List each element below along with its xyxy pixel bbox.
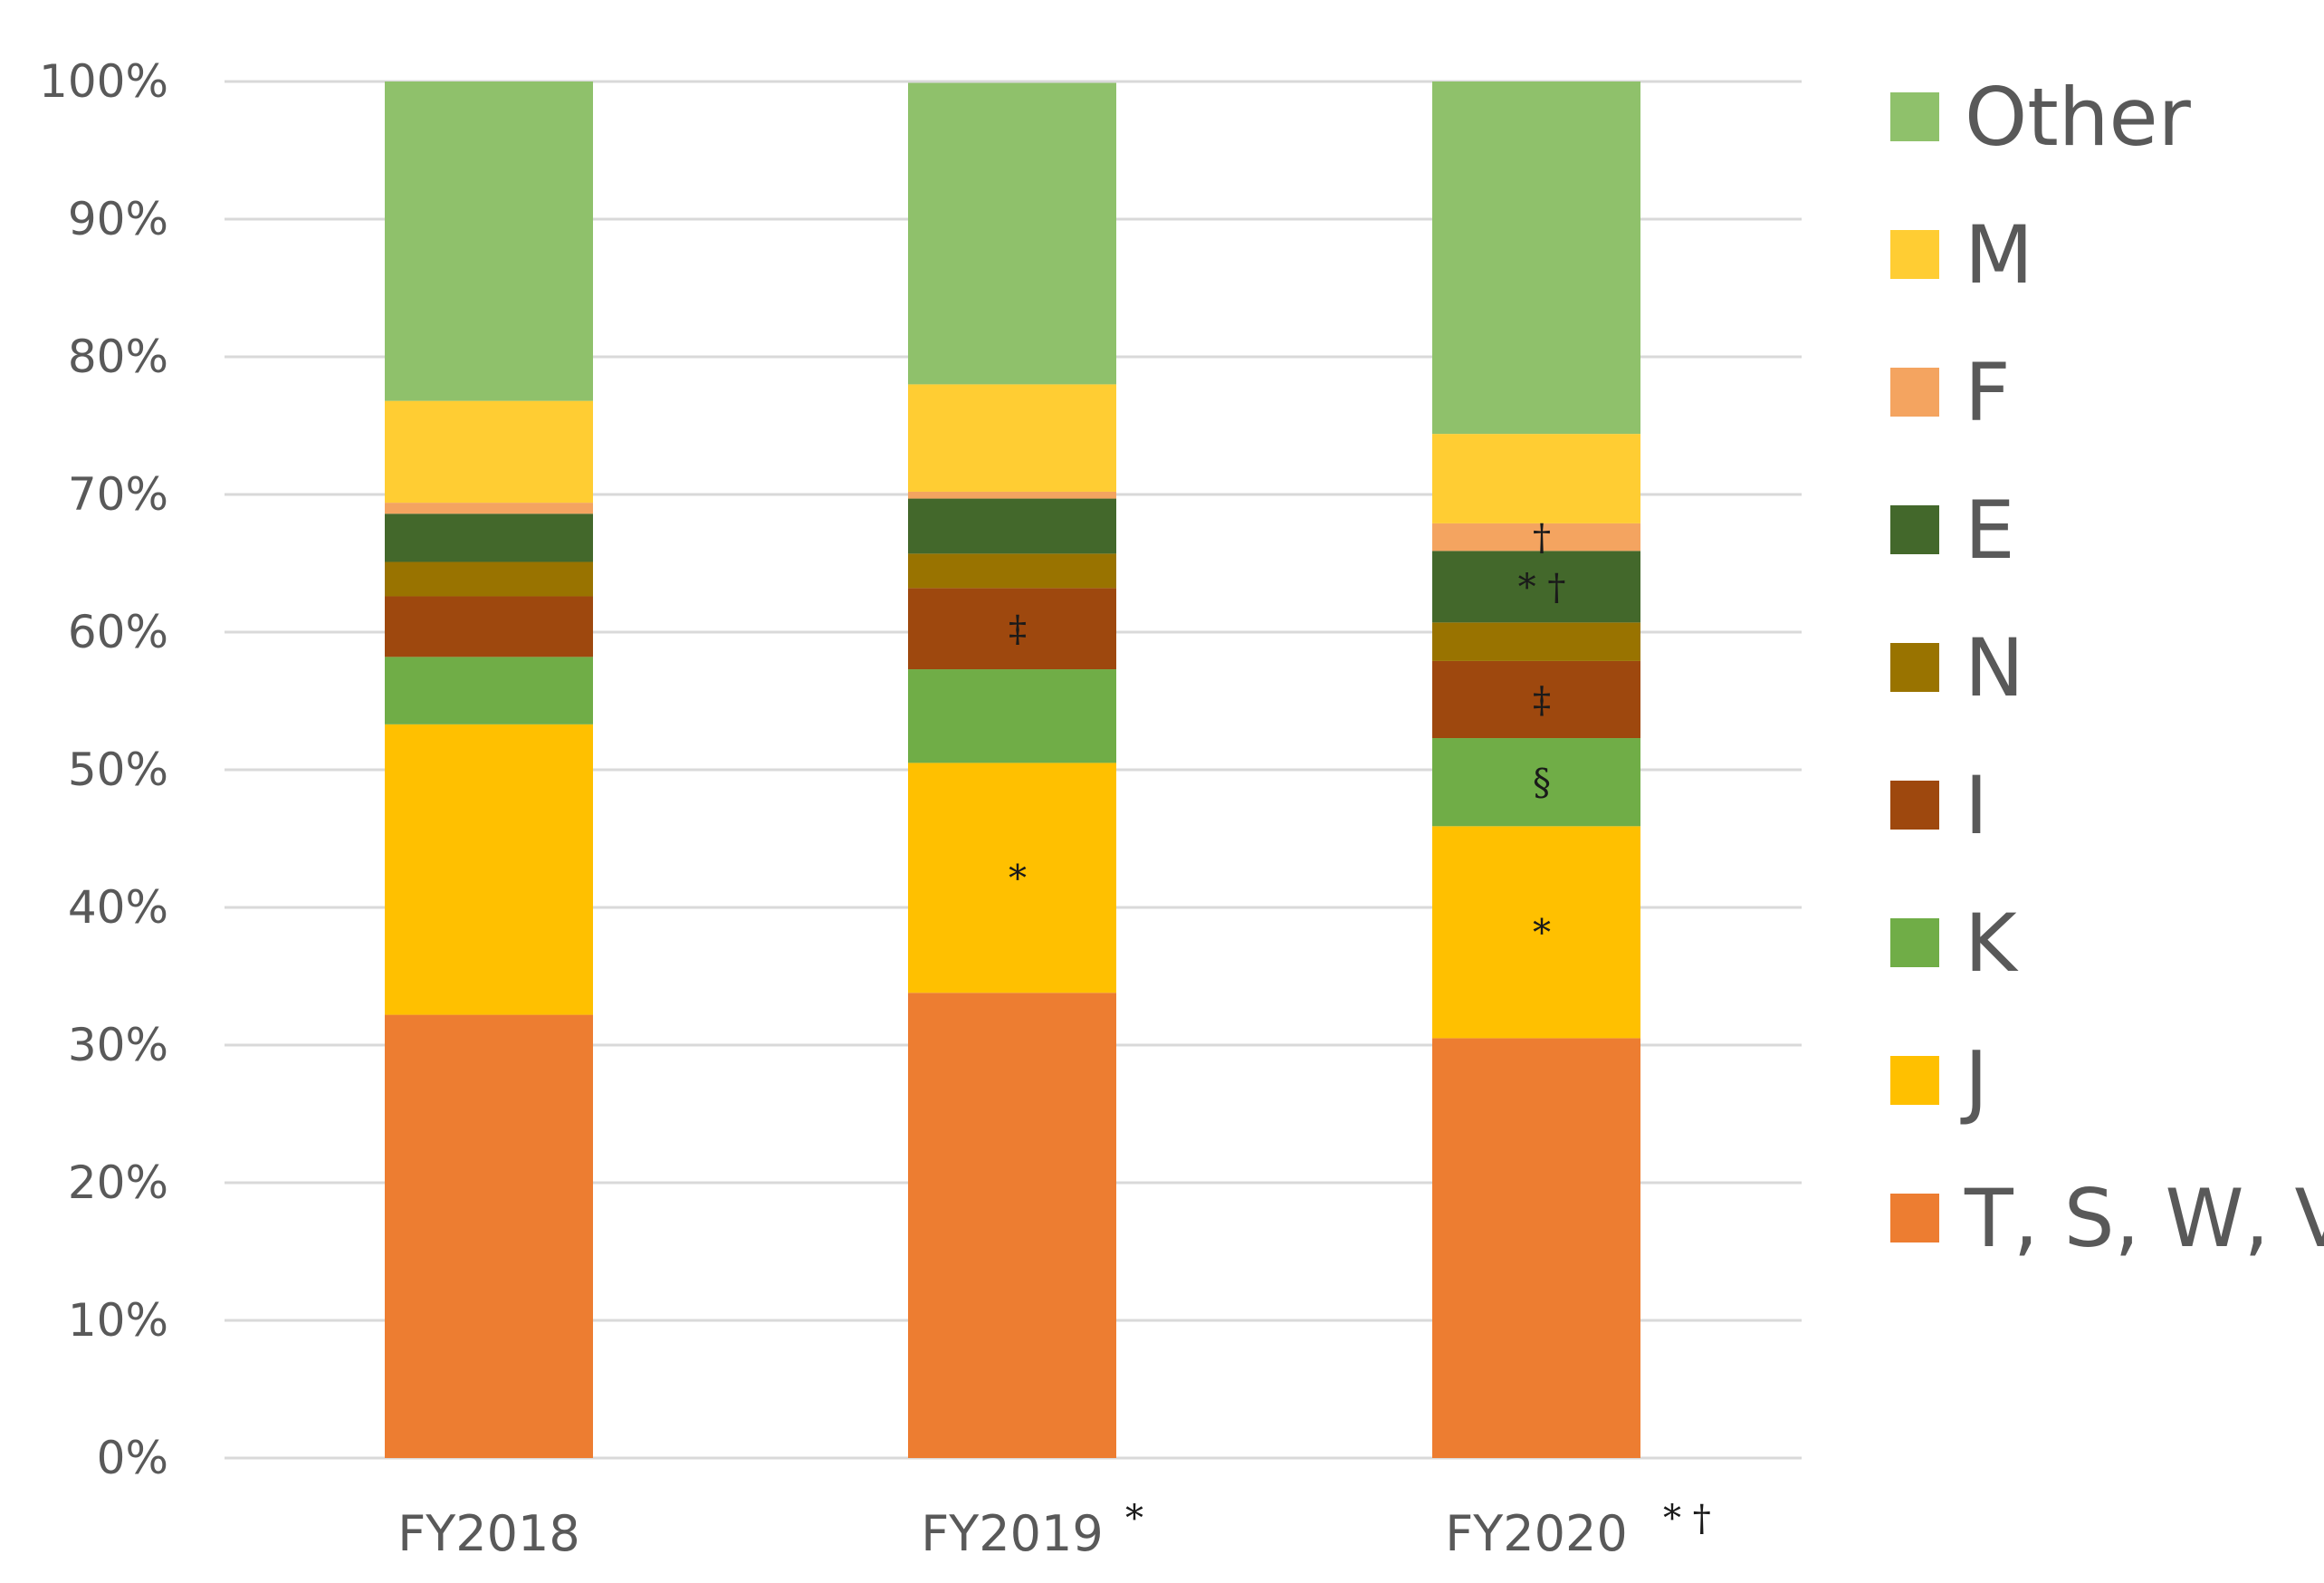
x-category-label: FY2020 [1445,1505,1627,1562]
bar-segment [1432,82,1640,435]
bar-segment [908,498,1116,554]
legend-label: T, S, W, V [1964,1172,2324,1265]
y-tick-label: 30% [68,1019,168,1071]
bar-annotations: * ‡ * § ‡ * † † [1009,517,1565,954]
x-category-label: FY2018 [397,1505,579,1562]
bar-annotation: ‡ [1009,609,1027,650]
bar-segment [1432,738,1640,827]
x-category-label: FY2019 [921,1505,1103,1562]
y-tick-label: 50% [68,744,168,796]
bar-annotation: * † [1518,567,1566,609]
bar-segment [1432,826,1640,1039]
bar-segment [1432,523,1640,552]
y-tick-label: 0% [97,1432,168,1484]
bar-segment [385,561,593,597]
legend-label: J [1960,1034,1988,1127]
bar-segment [908,491,1116,499]
bar-segment [385,82,593,401]
bar-segment [385,724,593,1015]
y-axis-tick-labels: 0% 10% 20% 30% 40% 50% 60% 70% 80% 90% 100% [39,55,168,1484]
bar-segment [1432,622,1640,661]
bar-segment [908,763,1116,993]
legend-swatch [1890,368,1939,417]
bar-annotation: * [1009,858,1027,899]
x-axis-category-labels: FY2018 FY2019 * FY2020 * † [397,1498,1710,1562]
legend-label: F [1965,346,2011,439]
bar-segment [908,384,1116,492]
y-tick-label: 20% [68,1156,168,1209]
legend-label: Other [1965,71,2192,164]
legend-swatch [1890,1194,1939,1242]
legend-label: N [1965,621,2024,715]
bar-annotation: ‡ [1533,679,1551,721]
bar-annotation: § [1533,763,1551,804]
y-tick-label: 40% [68,881,168,934]
legend-swatch [1890,1056,1939,1105]
y-tick-label: 60% [68,606,168,658]
bar-annotation: † [1533,517,1551,559]
legend-label: I [1965,759,1988,852]
y-tick-label: 70% [68,468,168,521]
bar-segment [385,657,593,724]
bar-segment [908,553,1116,589]
bar-segment [385,400,593,504]
legend-swatch [1890,781,1939,830]
bar-segment [908,993,1116,1458]
legend-swatch [1890,918,1939,967]
legend-swatch [1890,92,1939,141]
bar-segment [385,513,593,562]
y-tick-label: 90% [68,193,168,245]
bar-segment [1432,551,1640,623]
legend-swatch [1890,643,1939,692]
x-category-annotation: * [1125,1498,1143,1540]
legend-swatch [1890,230,1939,279]
x-category-annotation: * † [1663,1498,1711,1540]
bar-segment [1432,1038,1640,1458]
legend-label: K [1965,897,2019,990]
bars [385,82,1640,1458]
bar-segment [1432,434,1640,523]
bar-segment [385,503,593,514]
legend-label: E [1965,484,2015,577]
y-tick-label: 80% [68,331,168,383]
bar-segment [908,588,1116,670]
bar-annotation: * [1533,912,1551,954]
legend-swatch [1890,505,1939,554]
bar-segment [908,82,1116,385]
bar-segment [1432,660,1640,739]
legend-label: M [1965,208,2033,302]
bar-segment [385,596,593,657]
bar-segment [385,1014,593,1458]
bar-segment [908,669,1116,763]
y-tick-label: 10% [68,1294,168,1347]
y-tick-label: 100% [39,55,168,108]
